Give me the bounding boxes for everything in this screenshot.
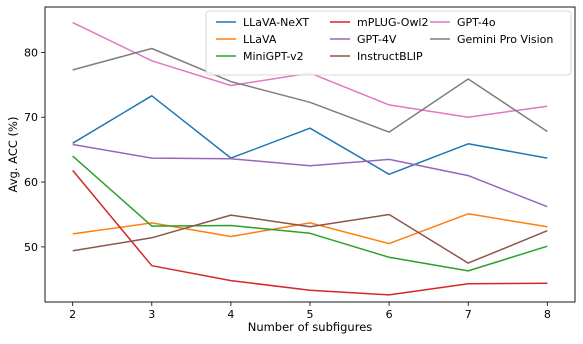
- legend-label-gpt-4v: GPT-4V: [357, 33, 397, 46]
- series-line-gemini-pro-vision: [72, 47, 548, 133]
- x-tick-label: 8: [544, 308, 551, 321]
- x-tick-label: 5: [307, 308, 314, 321]
- y-tick-label: 80: [24, 46, 38, 59]
- legend-box: [205, 10, 572, 76]
- legend-label-gpt-4o: GPT-4o: [457, 16, 496, 29]
- legend: LLaVA-NeXT LLaVA MiniGPT-v2 mPLUG-Owl2 GPT-4…: [205, 10, 572, 76]
- legend-label-mplug-owl2: mPLUG-Owl2: [357, 16, 429, 29]
- legend-label-llava: LLaVA: [243, 33, 277, 46]
- legend-label-gemini-pro-vision: Gemini Pro Vision: [457, 33, 553, 46]
- legend-label-minigpt-v2: MiniGPT-v2: [243, 50, 304, 63]
- series-line-mplug-owl2: [72, 169, 548, 296]
- series-line-minigpt-v2: [72, 155, 548, 272]
- series-line-llava-next: [72, 95, 548, 176]
- y-tick-label: 50: [24, 241, 38, 254]
- series-line-gpt-4v: [72, 143, 548, 208]
- plot-marks: [72, 21, 548, 296]
- axis-ticks: 2 3 4 5 6 7 8 50 60 70 80: [24, 46, 551, 321]
- y-tick-label: 70: [24, 111, 38, 124]
- y-axis-label: Avg. ACC (%): [6, 117, 20, 193]
- series-line-llava: [72, 213, 548, 245]
- x-tick-label: 4: [227, 308, 234, 321]
- legend-label-instructblip: InstructBLIP: [357, 50, 423, 63]
- x-tick-label: 2: [69, 308, 76, 321]
- x-tick-label: 3: [148, 308, 155, 321]
- y-tick-label: 60: [24, 176, 38, 189]
- legend-label-llava-next: LLaVA-NeXT: [243, 16, 309, 29]
- series-line-instructblip: [72, 213, 548, 264]
- x-axis-label: Number of subfigures: [248, 320, 373, 334]
- x-tick-label: 6: [386, 308, 393, 321]
- x-tick-label: 7: [465, 308, 472, 321]
